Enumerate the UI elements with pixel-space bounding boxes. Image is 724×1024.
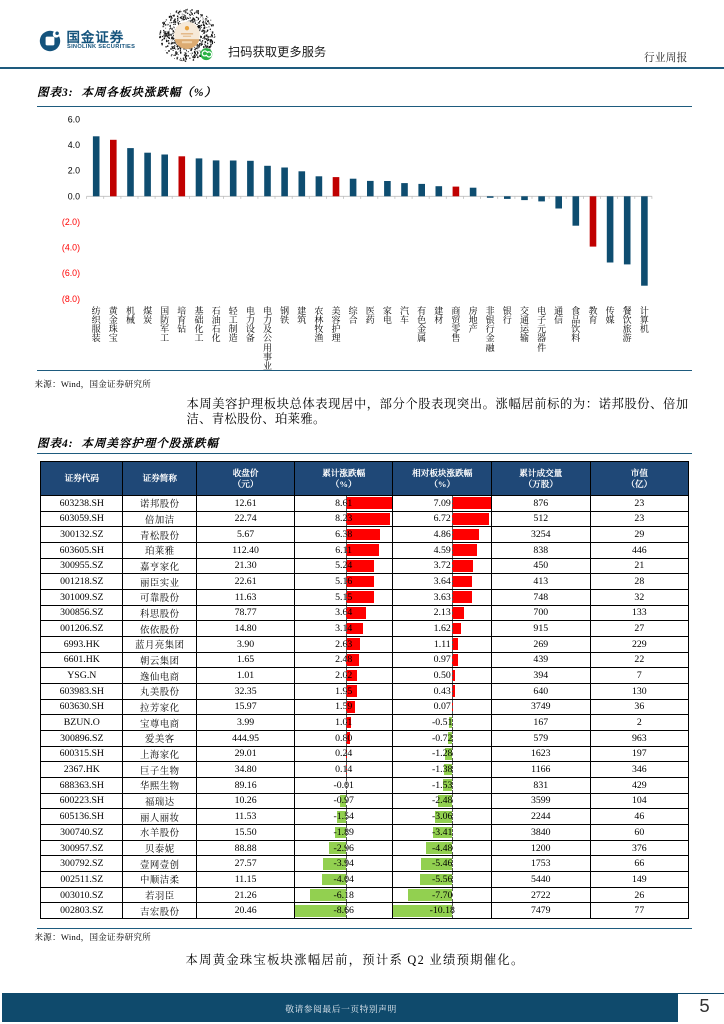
svg-text:4.0: 4.0 — [68, 140, 80, 150]
svg-text:(4.0): (4.0) — [62, 243, 80, 253]
svg-text:(8.0): (8.0) — [62, 294, 80, 304]
svg-text:2.0: 2.0 — [68, 166, 80, 176]
svg-text:(2.0): (2.0) — [62, 217, 80, 227]
svg-text:(6.0): (6.0) — [62, 268, 80, 278]
svg-text:6.0: 6.0 — [68, 114, 80, 124]
svg-text:0.0: 0.0 — [68, 191, 80, 201]
